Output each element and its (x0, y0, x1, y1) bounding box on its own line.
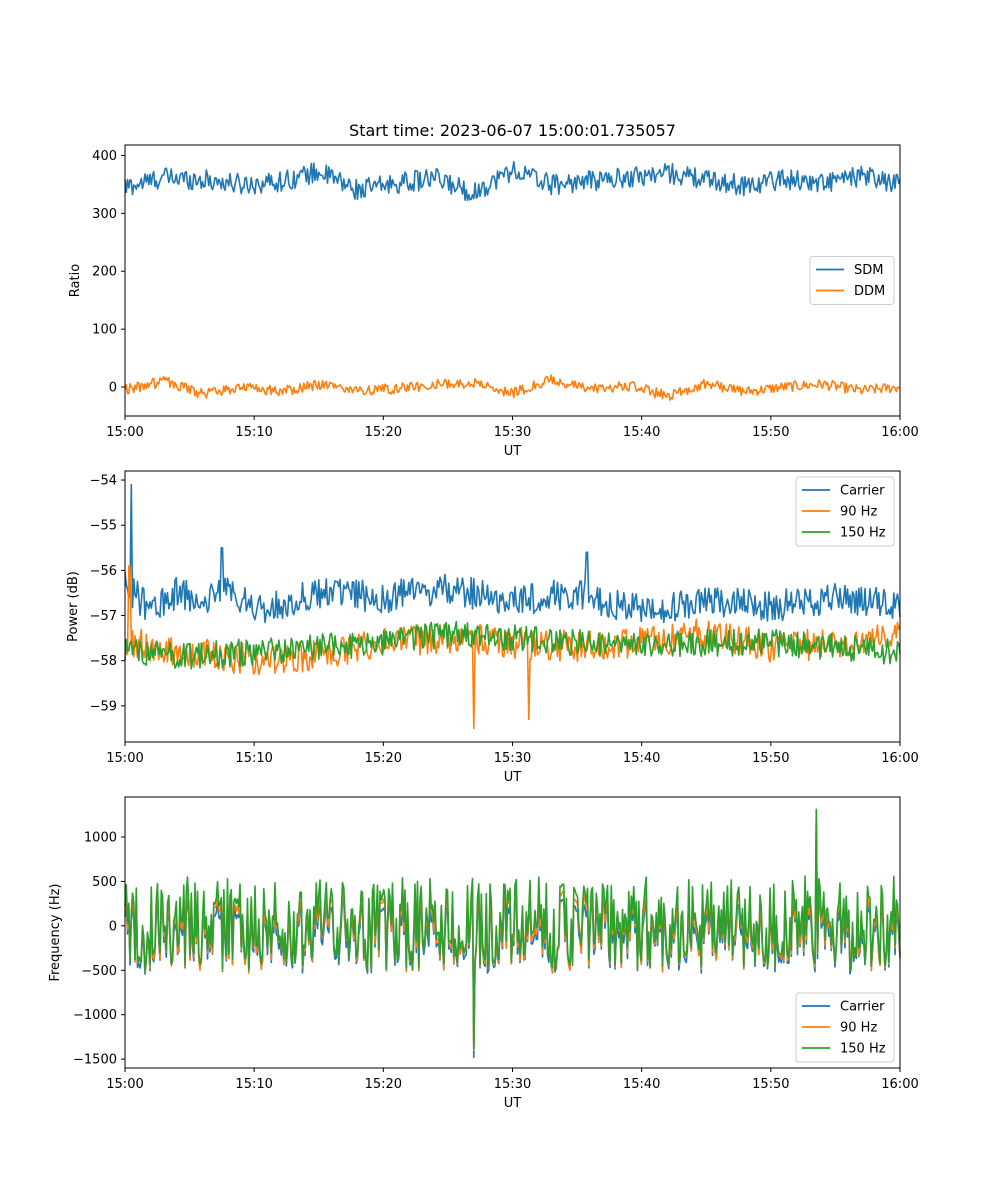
x-tick-label: 16:00 (881, 1077, 918, 1092)
y-tick-label: −54 (90, 474, 117, 489)
series-line-150-hz (125, 809, 900, 1048)
y-tick-label: 0 (109, 381, 117, 396)
x-tick-label: 15:40 (623, 425, 660, 440)
y-tick-label: −58 (90, 654, 117, 669)
series-line-ddm (125, 375, 900, 400)
y-axis-label: Frequency (Hz) (48, 883, 63, 981)
x-tick-label: 15:40 (623, 751, 660, 766)
legend: Carrier 90 Hz 150 Hz (796, 993, 894, 1062)
legend-label: Carrier (840, 484, 885, 499)
x-tick-label: 15:40 (623, 1077, 660, 1092)
y-tick-label: 1000 (84, 830, 117, 845)
x-tick-label: 15:10 (235, 425, 272, 440)
x-axis-label: UT (504, 444, 522, 459)
figure: Start time: 2023-06-07 15:00:01.735057 1… (0, 0, 1000, 1200)
legend-label: Carrier (840, 1000, 885, 1015)
figure-title: Start time: 2023-06-07 15:00:01.735057 (349, 121, 676, 140)
series-line-carrier (125, 485, 900, 623)
x-tick-label: 16:00 (881, 425, 918, 440)
x-tick-label: 15:30 (494, 425, 531, 440)
y-tick-label: 400 (92, 149, 117, 164)
chart-panel-3: 15:00 15:10 15:20 15:30 15:40 15:50 16:00 UT 100… (48, 797, 919, 1111)
x-tick-label: 15:00 (106, 1077, 143, 1092)
y-tick-label: 0 (109, 919, 117, 934)
x-tick-label: 15:10 (235, 751, 272, 766)
x-tick-label: 15:20 (365, 751, 402, 766)
y-tick-label: −1500 (73, 1053, 117, 1068)
x-axis-label: UT (504, 1096, 522, 1111)
legend-label: DDM (854, 284, 885, 299)
x-tick-label: 15:30 (494, 1077, 531, 1092)
legend-label: 90 Hz (840, 1021, 877, 1036)
x-tick-label: 15:50 (752, 1077, 789, 1092)
series-line-sdm (125, 162, 900, 201)
legend: SDM DDM (810, 257, 894, 305)
legend-label: 90 Hz (840, 505, 877, 520)
legend: Carrier 90 Hz 150 Hz (796, 477, 894, 546)
y-tick-label: −56 (90, 564, 117, 579)
y-tick-label: −55 (90, 519, 117, 534)
legend-label: 150 Hz (840, 526, 886, 541)
chart-panel-1: 15:00 15:10 15:20 15:30 15:40 15:50 16:00 UT 0 10… (68, 145, 919, 459)
y-tick-label: 500 (92, 875, 117, 890)
y-tick-label: 300 (92, 207, 117, 222)
x-tick-label: 15:50 (752, 751, 789, 766)
legend-label: 150 Hz (840, 1042, 886, 1057)
x-tick-label: 15:30 (494, 751, 531, 766)
y-tick-label: −1000 (73, 1008, 117, 1023)
x-tick-label: 15:20 (365, 425, 402, 440)
x-tick-label: 15:20 (365, 1077, 402, 1092)
y-axis-label: Power (dB) (66, 571, 81, 642)
x-tick-label: 15:00 (106, 425, 143, 440)
y-tick-label: 100 (92, 323, 117, 338)
x-tick-label: 15:10 (235, 1077, 272, 1092)
plot-frame (125, 145, 900, 416)
y-tick-label: −500 (81, 964, 117, 979)
chart-panel-2: 15:00 15:10 15:20 15:30 15:40 15:50 16:00 UT −54… (66, 471, 919, 785)
y-axis-label: Ratio (68, 264, 83, 297)
y-tick-label: −57 (90, 609, 117, 624)
x-axis-label: UT (504, 770, 522, 785)
y-tick-label: −59 (90, 699, 117, 714)
x-tick-label: 15:00 (106, 751, 143, 766)
x-tick-label: 16:00 (881, 751, 918, 766)
y-tick-label: 200 (92, 265, 117, 280)
legend-label: SDM (854, 263, 883, 278)
x-tick-label: 15:50 (752, 425, 789, 440)
